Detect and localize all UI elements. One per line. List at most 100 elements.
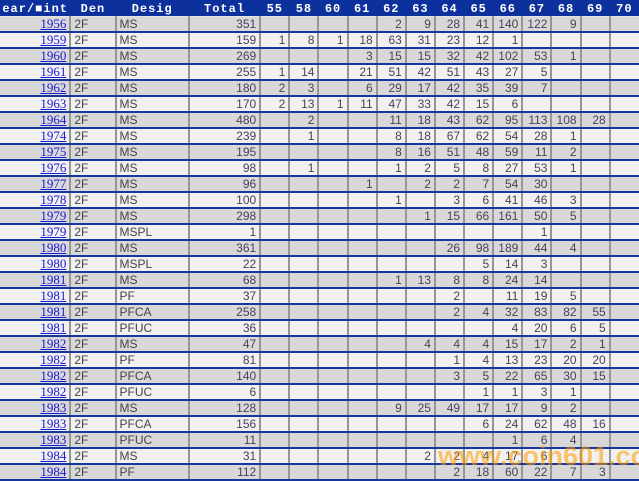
grade-count-cell: 1 [318,32,349,49]
grade-count-cell [580,32,611,49]
desig-cell: MS [115,32,190,49]
total-cell: 81 [188,352,262,369]
total-cell: 22 [188,256,262,273]
grade-count-cell [289,272,320,289]
year-link[interactable]: 1982 [40,368,67,383]
year-link[interactable]: 1982 [40,352,67,367]
grade-count-cell [318,112,349,129]
grade-count-cell [347,16,378,33]
year-cell: 1960 [0,48,72,65]
year-link[interactable]: 1978 [40,192,67,207]
year-link[interactable]: 1959 [40,32,67,47]
grade-count-cell [289,176,320,193]
grade-count-cell: 1 [347,176,378,193]
grade-count-cell [318,288,349,305]
den-cell: 2F [70,96,117,113]
desig-cell: MS [115,128,190,145]
grade-count-cell: 11 [347,96,378,113]
grade-count-cell [405,192,436,209]
grade-count-cell: 1 [318,96,349,113]
grade-count-cell: 1 [522,224,553,241]
grade-count-cell [318,272,349,289]
year-link[interactable]: 1981 [40,288,67,303]
grade-count-cell [376,448,407,465]
year-link[interactable]: 1983 [40,400,67,415]
table-row: 1983 2F MS 128 9 25 49 17 17 9 2 [0,400,639,417]
den-cell: 2F [70,448,117,465]
year-cell: 1961 [0,64,72,81]
grade-count-cell: 2 [434,288,466,305]
grade-count-cell [522,32,553,49]
grade-count-cell [609,320,639,337]
grade-count-cell: 1 [580,336,611,353]
den-cell: 2F [70,64,117,81]
year-link[interactable]: 1980 [40,240,67,255]
grade-count-cell [347,384,378,401]
grade-count-cell [522,96,553,113]
grade-count-cell [347,320,378,337]
grade-count-cell [347,400,378,417]
grade-count-cell: 140 [493,16,524,33]
year-link[interactable]: 1984 [40,448,67,463]
grade-count-cell: 1 [260,64,291,81]
year-cell: 1982 [0,384,72,401]
year-link[interactable]: 1981 [40,304,67,319]
total-cell: 480 [188,112,262,129]
grade-count-cell: 55 [580,304,611,321]
grade-count-cell [609,464,639,481]
grade-count-cell: 1 [493,32,524,49]
year-link[interactable]: 1982 [40,384,67,399]
year-link[interactable]: 1956 [40,16,67,31]
grade-count-cell [405,304,436,321]
grade-count-cell [580,192,611,209]
desig-cell: MS [115,96,190,113]
total-cell: 68 [188,272,262,289]
grade-count-cell [289,416,320,433]
desig-cell: MS [115,448,190,465]
table-row: 1977 2F MS 96 1 2 2 7 54 30 [0,176,639,193]
year-link[interactable]: 1963 [40,96,67,111]
year-link[interactable]: 1984 [40,464,67,479]
grade-count-cell [580,176,611,193]
table-row: 1983 2F PFCA 156 6 24 62 48 16 [0,416,639,433]
year-link[interactable]: 1982 [40,336,67,351]
year-link[interactable]: 1960 [40,48,67,63]
grade-count-cell [464,320,495,337]
year-cell: 1983 [0,400,72,417]
grade-count-cell: 2 [405,448,436,465]
grade-count-cell [434,256,466,273]
grade-count-cell [260,160,291,177]
grade-count-cell: 51 [434,64,466,81]
year-link[interactable]: 1964 [40,112,67,127]
year-cell: 1981 [0,304,72,321]
year-link[interactable]: 1961 [40,64,67,79]
total-cell: 31 [188,448,262,465]
grade-count-cell [580,272,611,289]
year-link[interactable]: 1981 [40,272,67,287]
year-link[interactable]: 1980 [40,256,67,271]
grade-count-cell [289,352,320,369]
year-cell: 1976 [0,160,72,177]
year-link[interactable]: 1979 [40,208,67,223]
grade-count-cell: 43 [434,112,466,129]
year-link[interactable]: 1983 [40,416,67,431]
grade-count-cell [318,128,349,145]
year-link[interactable]: 1976 [40,160,67,175]
year-link[interactable]: 1981 [40,320,67,335]
total-cell: 298 [188,208,262,225]
year-link[interactable]: 1979 [40,224,67,239]
grade-count-cell [260,144,291,161]
year-link[interactable]: 1962 [40,80,67,95]
year-link[interactable]: 1974 [40,128,67,143]
grade-count-cell [434,320,466,337]
year-link[interactable]: 1983 [40,432,67,447]
desig-cell: MS [115,336,190,353]
grade-count-cell [609,112,639,129]
desig-cell: MS [115,272,190,289]
year-link[interactable]: 1977 [40,176,67,191]
grade-count-cell: 50 [522,208,553,225]
year-link[interactable]: 1975 [40,144,67,159]
grade-count-cell: 32 [434,48,466,65]
year-cell: 1963 [0,96,72,113]
grade-count-cell [347,144,378,161]
